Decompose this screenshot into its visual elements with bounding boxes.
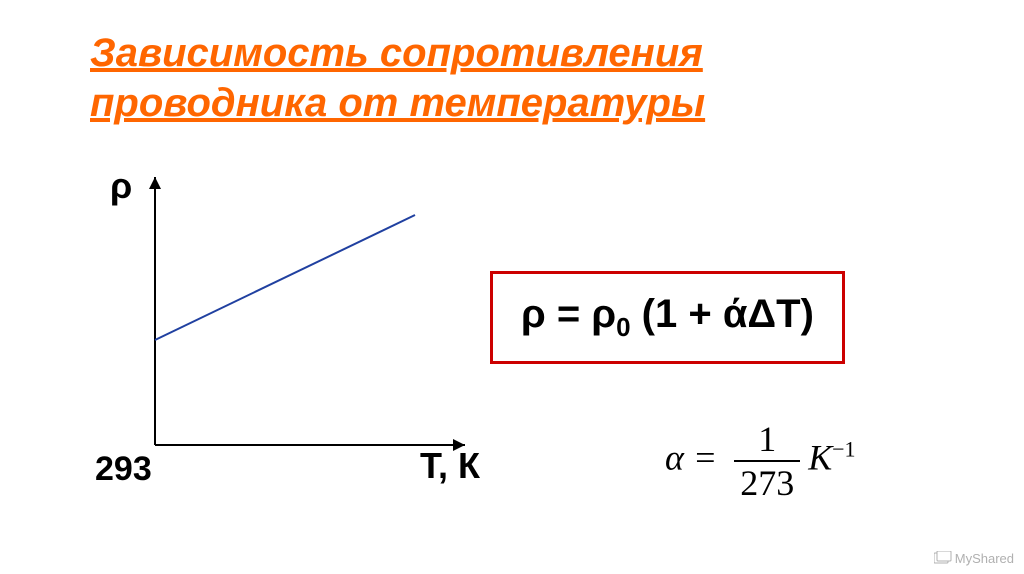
watermark: MyShared [934, 551, 1014, 568]
data-line [155, 215, 415, 340]
alpha-eq: = [684, 437, 726, 477]
x-origin-label: 293 [95, 450, 152, 489]
y-axis-arrow [149, 177, 161, 189]
resistivity-formula-box: ρ = ρ0 (1 + άΔT) [490, 271, 845, 364]
resistance-temperature-graph [115, 165, 485, 485]
watermark-text: MyShared [955, 551, 1014, 566]
alpha-fraction: 1273 [734, 418, 800, 504]
page-title: Зависимость сопротивления проводника от … [90, 28, 705, 128]
alpha-denominator: 273 [734, 462, 800, 504]
alpha-coefficient-formula: α = 1273К−1 [665, 418, 856, 504]
alpha-unit: К [808, 437, 832, 477]
formula-rhs: (1 + άΔT) [631, 292, 814, 336]
formula-subscript: 0 [616, 312, 630, 342]
alpha-numerator: 1 [734, 418, 800, 462]
title-line2: проводника от температуры [90, 81, 705, 125]
watermark-icon [934, 551, 952, 568]
formula-lhs: ρ = ρ [521, 292, 616, 336]
title-line1: Зависимость сопротивления [90, 31, 703, 75]
alpha-exponent: −1 [832, 436, 855, 461]
graph-svg [115, 165, 485, 485]
alpha-lhs: α [665, 437, 684, 477]
x-axis-label: T, К [420, 445, 480, 487]
